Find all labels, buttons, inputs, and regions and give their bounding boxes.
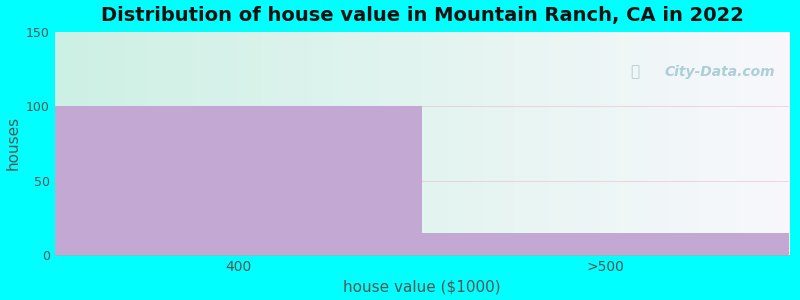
Title: Distribution of house value in Mountain Ranch, CA in 2022: Distribution of house value in Mountain … [101, 6, 743, 25]
Y-axis label: houses: houses [6, 116, 21, 170]
Bar [422, 233, 790, 255]
X-axis label: house value ($1000): house value ($1000) [343, 279, 501, 294]
Text: City-Data.com: City-Data.com [664, 65, 775, 79]
Text: ⓘ: ⓘ [630, 64, 639, 80]
Bar [55, 106, 422, 255]
